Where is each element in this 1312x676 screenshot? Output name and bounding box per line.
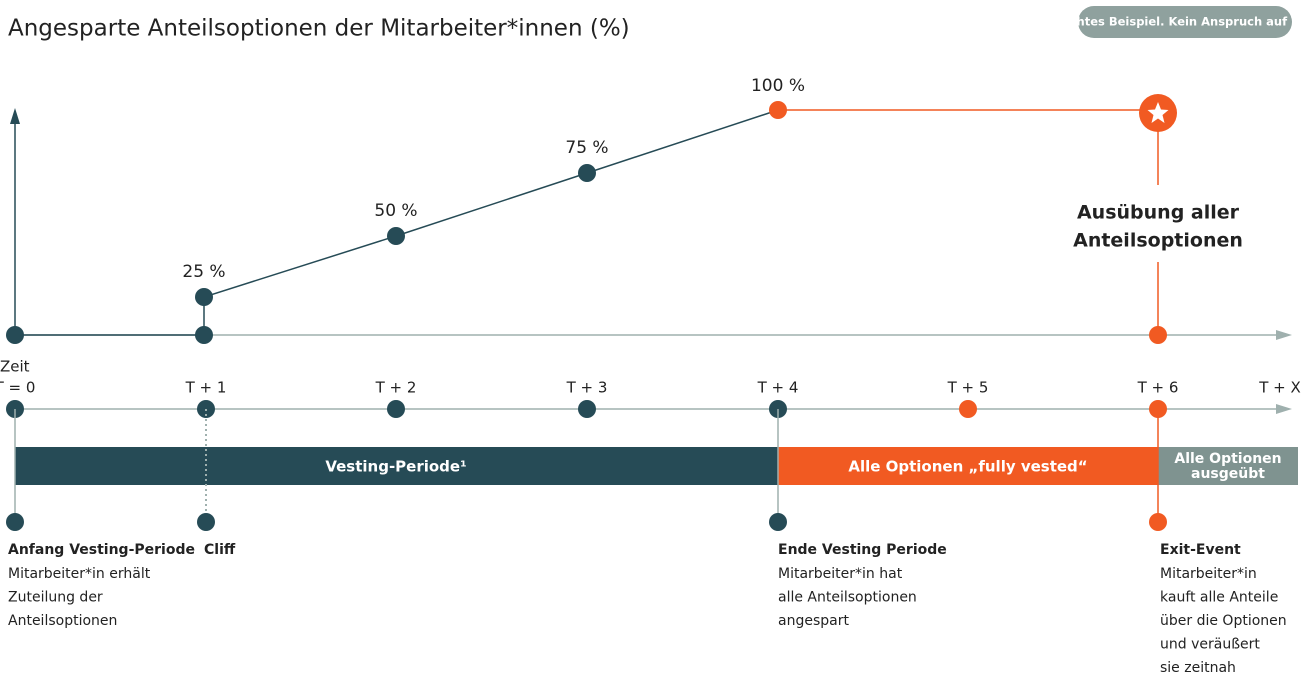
point [578, 164, 596, 182]
time-label: T + 1 [185, 379, 227, 397]
event-dot [769, 513, 787, 531]
time-label: T + 3 [566, 379, 608, 397]
point [6, 326, 24, 344]
event-text: Mitarbeiter*in [1160, 566, 1257, 582]
timeline-arrow [1276, 404, 1292, 414]
event-dot [1149, 513, 1167, 531]
time-label: T + 6 [1137, 379, 1179, 397]
time-point [959, 400, 977, 418]
time-label: T = 0 [0, 379, 35, 397]
event-text: über die Optionen [1160, 613, 1287, 629]
point-label: 50 % [374, 201, 417, 221]
note-badge [1078, 6, 1292, 38]
x-arrow [1276, 330, 1292, 340]
point [1149, 326, 1167, 344]
point [387, 227, 405, 245]
period-label: Alle Optionen „fully vested“ [848, 458, 1087, 476]
y-arrow [10, 108, 20, 124]
event-text: Anteilsoptionen [8, 613, 117, 629]
event-title: Anfang Vesting-Periode [8, 542, 195, 558]
period-bar [778, 447, 1158, 485]
event-dot [197, 513, 215, 531]
period-label: Vesting-Periode¹ [325, 458, 466, 476]
event-title: Ende Vesting Periode [778, 542, 947, 558]
time-label: T + 2 [375, 379, 417, 397]
event-text: kauft alle Anteile [1160, 590, 1278, 606]
annotation: Ausübung aller [1077, 202, 1240, 224]
event-text: sie zeitnah [1160, 660, 1236, 676]
period-label: Alle Optionen [1174, 451, 1281, 467]
point [195, 326, 213, 344]
period-label: ausgeübt [1191, 466, 1265, 482]
event-title: Cliff [204, 542, 236, 558]
event-text: Mitarbeiter*in erhält [8, 566, 151, 582]
period-bar [1158, 447, 1298, 485]
event-text: und veräußert [1160, 637, 1260, 653]
event-text: Mitarbeiter*in hat [778, 566, 903, 582]
event-dot [6, 513, 24, 531]
axis-label: Zeit [0, 358, 30, 376]
title: Angesparte Anteilsoptionen der Mitarbeit… [8, 16, 630, 42]
event-text: alle Anteilsoptionen [778, 590, 917, 606]
point-label: 25 % [182, 262, 225, 282]
event-title: Exit-Event [1160, 542, 1241, 558]
point [195, 288, 213, 306]
time-label: T + 5 [947, 379, 989, 397]
period-bar [15, 447, 778, 485]
point-label: 75 % [565, 138, 608, 158]
point-label: 100 % [751, 76, 805, 96]
time-point [578, 400, 596, 418]
point [769, 101, 787, 119]
event-text: angespart [778, 613, 849, 629]
time-point [387, 400, 405, 418]
time-label: T + 4 [757, 379, 799, 397]
star [1147, 102, 1169, 123]
vesting-line [15, 109, 779, 336]
event-text: Zuteilung der [8, 590, 103, 606]
time-label: T + X [1258, 379, 1301, 397]
note: Stark vereinfachtes Beispiel. Kein Anspr… [977, 15, 1312, 29]
annotation: Anteilsoptionen [1073, 230, 1243, 252]
